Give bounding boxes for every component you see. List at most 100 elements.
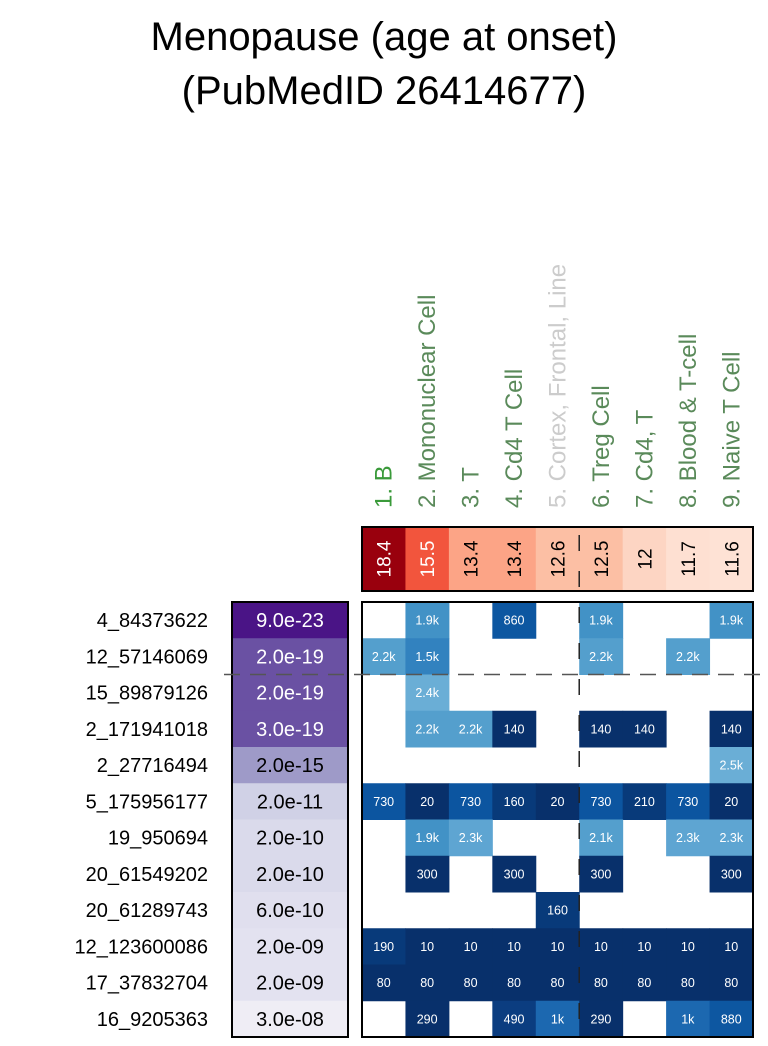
cell-value: 140: [504, 722, 525, 736]
pvalue-border: [231, 601, 349, 1038]
heatmap-cell: [709, 964, 754, 1002]
enrichment-value: 11.6: [722, 541, 743, 577]
heatmap-cell: [709, 855, 754, 893]
cell-value: 210: [634, 795, 655, 809]
cell-value: 160: [504, 795, 525, 809]
row-label: 2_27716494: [97, 755, 208, 777]
cell-value: 20: [420, 795, 434, 809]
pvalue-value: 2.0e-11: [257, 791, 323, 813]
cell-value: 880: [721, 1012, 742, 1026]
row-label: 17_37832704: [86, 973, 208, 995]
cell-value: 190: [373, 940, 394, 954]
heatmap-cell: [448, 928, 493, 965]
row-label: 16_9205363: [97, 1009, 208, 1031]
chart-title: Menopause (age at onset) (PubMedID 26414…: [151, 15, 618, 113]
cell-value: 1.9k: [415, 831, 439, 845]
pvalue-cell: [232, 892, 348, 929]
heatmap-cell: [579, 819, 624, 857]
pvalue-value: 2.0e-09: [256, 973, 324, 995]
row-label: 2_171941018: [86, 719, 208, 741]
heatmap-cell: [666, 964, 711, 1002]
heatmap-cell: [666, 819, 711, 857]
heatmap-cell: [405, 602, 450, 639]
column-label: 1. B: [371, 465, 398, 508]
heatmap-cell: [535, 1000, 580, 1038]
pvalue-cell: [232, 928, 348, 965]
cell-value: 80: [377, 976, 391, 990]
chart-title-line-1: Menopause (age at onset): [151, 15, 618, 59]
heatmap-cell: [709, 710, 754, 748]
pvalue-value: 3.0e-08: [256, 1009, 324, 1031]
heatmap-cell: [362, 928, 406, 965]
pvalue-value: 9.0e-23: [256, 610, 324, 632]
column-label: 6. Treg Cell: [588, 385, 615, 508]
cell-value: 860: [504, 614, 525, 628]
heatmap-cell: [448, 964, 493, 1002]
enrichment-cell: [579, 527, 624, 591]
heatmap-cell: [492, 602, 537, 639]
cell-value: 1.9k: [589, 614, 613, 628]
heatmap-cell: [579, 783, 624, 820]
grid-border: [361, 601, 754, 1038]
column-label: 3. T: [458, 467, 485, 508]
heatmap-cell: [622, 964, 667, 1002]
heatmap-cell: [448, 819, 493, 857]
row-label: 15_89879126: [86, 683, 208, 705]
header-border: [361, 526, 754, 592]
cell-value: 10: [594, 940, 608, 954]
cell-value: 290: [417, 1012, 438, 1026]
heatmap-cell: [362, 783, 406, 820]
cell-value: 2.3k: [719, 831, 743, 845]
pvalue-cell: [232, 747, 348, 784]
heatmap-cell: [405, 638, 450, 675]
cell-value: 300: [417, 867, 438, 881]
cell-value: 160: [547, 904, 568, 918]
column-label: 4. Cd4 T Cell: [501, 369, 528, 508]
cell-value: 10: [420, 940, 434, 954]
pvalue-value: 2.0e-19: [256, 683, 324, 705]
column-label: 2. Mononuclear Cell: [414, 295, 441, 508]
heatmap-cell: [405, 783, 450, 820]
heatmap-cell: [666, 638, 711, 675]
heatmap-cell: [709, 1000, 754, 1038]
column-label: 9. Naive T Cell: [718, 351, 745, 508]
cell-value: 490: [504, 1012, 525, 1026]
cell-value: 1.9k: [415, 614, 439, 628]
heatmap-cell: [709, 602, 754, 639]
cell-value: 730: [373, 795, 394, 809]
column-labels: 1. B 2. Mononuclear Cell 3. T 4. Cd4 T Cell…: [371, 264, 746, 508]
row-label: 4_84373622: [97, 610, 208, 632]
heatmap-cell: [666, 1000, 711, 1038]
column-label: 7. Cd4, T: [631, 409, 658, 508]
pvalue-value: 2.0e-10: [256, 864, 324, 886]
row-label: 19_950694: [108, 828, 208, 850]
cell-value: 2.2k: [589, 650, 613, 664]
pvalue-cell: [232, 819, 348, 857]
enrichment-cell: [405, 527, 450, 591]
pvalue-value: 2.0e-19: [256, 646, 324, 668]
heatmap-cell: [579, 964, 624, 1002]
cell-value: 1.5k: [415, 650, 439, 664]
heatmap-cell: [405, 964, 450, 1002]
cell-value: 2.2k: [676, 650, 700, 664]
heatmap-cell: [579, 638, 624, 675]
heatmap-cell: [492, 928, 537, 965]
heatmap-cell: [579, 602, 624, 639]
enrichment-cell: [492, 527, 537, 591]
row-label: 20_61549202: [86, 864, 208, 886]
chart-title-line-2: (PubMedID 26414677): [182, 69, 587, 113]
cell-value: 80: [594, 976, 608, 990]
heatmap-cell: [709, 747, 754, 784]
pvalue-value: 3.0e-19: [256, 719, 324, 741]
heatmap-cell: [622, 710, 667, 748]
heatmap-cell: [709, 819, 754, 857]
enrichment-value: 15.5: [418, 541, 439, 578]
cell-value: 80: [681, 976, 695, 990]
heatmap-cell: [492, 783, 537, 820]
pvalue-cell: [232, 602, 348, 639]
cell-value: 2.3k: [459, 831, 483, 845]
row-label: 5_175956177: [86, 791, 208, 813]
cell-value: 290: [591, 1012, 612, 1026]
pvalue-cell: [232, 710, 348, 748]
pvalue-cell: [232, 638, 348, 675]
